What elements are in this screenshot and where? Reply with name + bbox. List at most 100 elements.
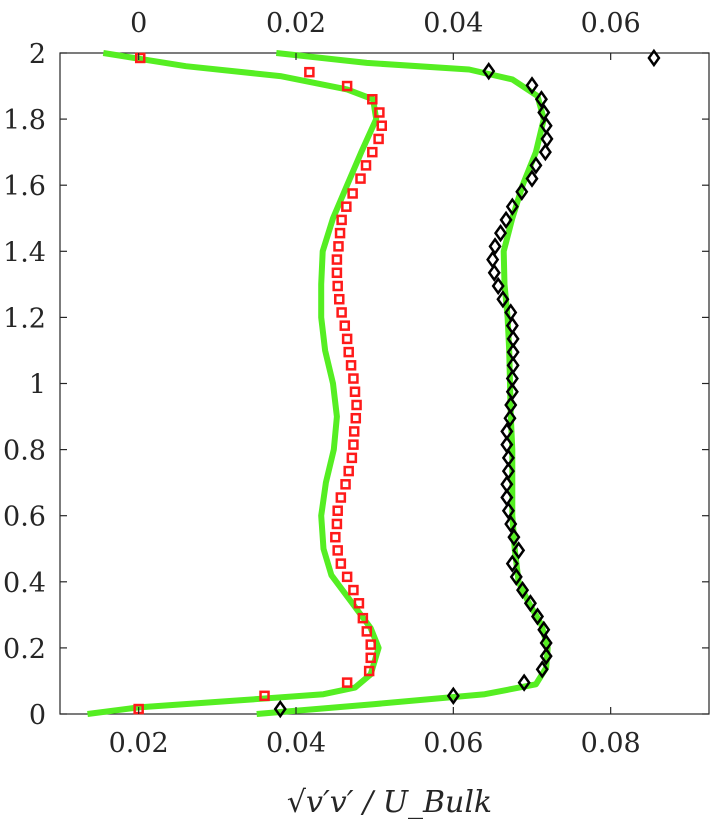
diamond-marker (504, 303, 518, 322)
series-line-top (87, 50, 382, 717)
top-tick-label: 0.04 (423, 8, 483, 39)
axes-frame (59, 52, 710, 715)
top-tick-label: 0 (130, 8, 147, 39)
square-marker (348, 426, 360, 437)
diamond-marker (507, 528, 521, 547)
square-marker (353, 598, 365, 609)
diamond-marker (496, 290, 510, 309)
x-axis-label: √v′v′ / U_Bulk (287, 785, 492, 820)
square-marker (335, 492, 347, 503)
diamond-marker (537, 103, 551, 122)
square-marker (351, 399, 362, 411)
diamond-marker (529, 156, 543, 175)
diamond-marker (500, 488, 514, 507)
square-marker (343, 346, 354, 358)
diamond-marker (504, 514, 518, 534)
square-marker (350, 412, 362, 424)
left-tick-label: 2 (29, 39, 46, 70)
square-marker (336, 307, 347, 318)
square-marker (349, 386, 361, 398)
diamond-marker (525, 76, 539, 95)
diamond-marker (491, 276, 505, 296)
diamond-marker (482, 62, 496, 81)
diamond-marker (487, 263, 501, 282)
diamond-marker (506, 356, 520, 375)
diamond-marker (516, 580, 530, 600)
series-layer (87, 48, 661, 719)
diamond-marker (539, 633, 553, 653)
square-marker (343, 465, 354, 477)
square-marker (374, 107, 385, 118)
diamond-marker (505, 316, 519, 335)
diamond-marker (504, 395, 518, 415)
square-marker (341, 333, 353, 345)
diamond-marker (505, 369, 519, 388)
diamond-marker (534, 90, 548, 109)
square-marker (348, 439, 359, 450)
square-marker (365, 652, 376, 664)
square-marker (345, 360, 357, 371)
diamond-marker (446, 686, 460, 705)
diamond-marker (501, 448, 515, 468)
diamond-marker (517, 673, 531, 692)
square-marker (341, 201, 352, 212)
square-marker (365, 639, 376, 650)
square-marker (373, 133, 384, 145)
top-tick-label: 0.02 (266, 8, 326, 39)
diamond-marker (505, 197, 519, 216)
bottom-tick-label: 0.06 (423, 728, 483, 759)
diamond-marker (499, 210, 513, 230)
diamond-marker (539, 116, 553, 135)
diamond-marker (501, 461, 515, 481)
diamond-marker (500, 422, 514, 441)
left-tick-label: 0.6 (3, 502, 46, 533)
diamond-marker (537, 620, 551, 639)
diamond-marker (493, 223, 508, 243)
square-marker (330, 531, 341, 543)
left-tick-label: 1 (29, 370, 46, 401)
series-line-bottom (256, 50, 551, 717)
left-tick-label: 0.8 (3, 436, 46, 467)
diamond-marker (486, 250, 500, 269)
diamond-marker (501, 501, 515, 520)
left-tick-label: 1.2 (3, 303, 46, 334)
diamond-marker (515, 182, 529, 201)
left-tick-label: 1.8 (3, 105, 46, 136)
diamond-marker (506, 342, 520, 362)
diamond-marker (539, 647, 553, 666)
square-marker (361, 626, 373, 637)
square-marker (334, 227, 346, 239)
bottom-tick-label: 0.02 (109, 728, 169, 759)
square-marker (360, 160, 372, 171)
diamond-marker (505, 554, 519, 573)
left-tick-label: 0.4 (3, 568, 46, 599)
square-marker (336, 214, 347, 226)
square-marker (341, 80, 353, 92)
left-tick-label: 1.6 (3, 171, 46, 202)
square-marker (347, 188, 358, 199)
square-marker (346, 452, 358, 464)
diamond-marker (523, 594, 537, 613)
diamond-marker (538, 142, 552, 162)
square-marker (367, 94, 378, 105)
square-marker (333, 241, 344, 252)
diamond-marker (500, 475, 514, 494)
square-marker (259, 690, 270, 702)
top-tick-label: 0.06 (581, 8, 641, 39)
square-marker (332, 545, 343, 556)
square-marker (331, 518, 343, 530)
square-marker (363, 665, 375, 677)
diamond-marker (525, 169, 539, 188)
square-marker (335, 558, 347, 569)
diamond-marker (509, 567, 523, 586)
square-marker (357, 612, 369, 624)
diamond-marker (503, 409, 517, 428)
diamond-marker (505, 382, 519, 401)
square-marker (355, 173, 366, 184)
square-marker (348, 584, 359, 596)
diamond-marker (500, 435, 514, 454)
square-marker (348, 373, 359, 384)
diamond-marker (540, 129, 554, 149)
square-marker (332, 505, 343, 516)
